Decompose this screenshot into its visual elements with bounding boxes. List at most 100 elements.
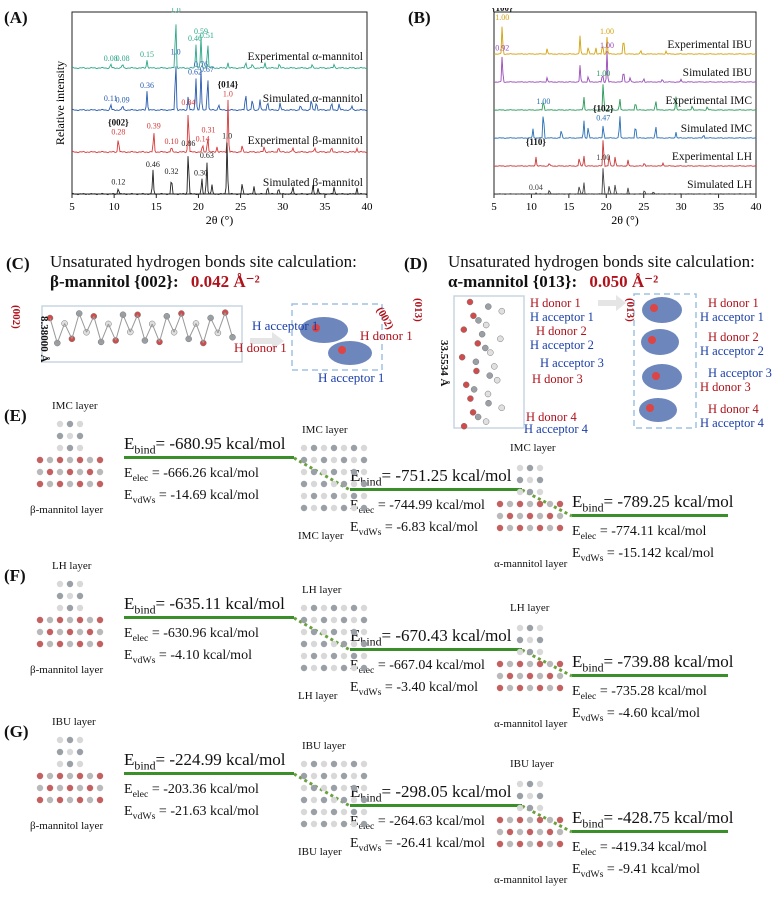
- atom: [546, 828, 554, 836]
- bond: [202, 317, 212, 344]
- panel-c-donor-right2: H donor 1: [360, 328, 413, 343]
- atom: [474, 413, 482, 421]
- atom: [56, 604, 64, 612]
- atom: [556, 828, 564, 836]
- atom: [56, 760, 64, 768]
- atom: [466, 298, 474, 306]
- atom: [546, 660, 554, 668]
- atom: [66, 456, 74, 464]
- panel-c-title: Unsaturated hydrogen bonds site calculat…: [50, 252, 357, 271]
- atom: [526, 636, 534, 644]
- atom: [350, 628, 358, 636]
- atom: [340, 616, 348, 624]
- atom: [86, 796, 94, 804]
- top-layer-label: IBU layer: [302, 740, 346, 752]
- panel-label-a: (A): [4, 8, 28, 27]
- atom: [360, 628, 368, 636]
- ebind-e-1: Ebind= -680.95 kcal/mol: [124, 434, 286, 457]
- atom: [497, 335, 504, 343]
- atom: [360, 760, 368, 768]
- site-dot-d4: [646, 404, 654, 412]
- atom: [516, 672, 524, 680]
- panel-c-value: 0.042 Å⁻²: [190, 272, 260, 291]
- atom: [546, 512, 554, 520]
- surface-blob-d4: [639, 398, 677, 422]
- energy-level-line: [350, 488, 522, 491]
- ebind-f-2: Ebind= -670.43 kcal/mol: [350, 626, 512, 649]
- atom: [516, 624, 524, 632]
- atom: [86, 480, 94, 488]
- atom: [556, 840, 564, 848]
- atom: [350, 664, 358, 672]
- panel-label-b: (B): [408, 8, 431, 27]
- atom: [496, 524, 504, 532]
- atom: [487, 349, 494, 356]
- atom: [536, 512, 544, 520]
- d-right-label-3: H donor 2: [708, 330, 759, 344]
- panel-c-donor-left: H donor 1: [234, 340, 287, 355]
- atom: [330, 784, 338, 792]
- bond: [159, 316, 168, 343]
- arrow-d: [598, 295, 626, 311]
- atom: [516, 684, 524, 692]
- atom: [310, 640, 318, 648]
- atom: [36, 772, 44, 780]
- bond: [173, 313, 182, 333]
- evdw-e-3: EvdWs = -15.142 kcal/mol: [572, 546, 714, 564]
- peak-label: 0.11: [104, 94, 118, 103]
- d-left-label-1: H donor 1: [530, 296, 581, 310]
- layer-structure-icon: [36, 736, 104, 804]
- layer-structure-icon: [300, 444, 368, 512]
- atom: [310, 504, 318, 512]
- peak-label: 0.28: [111, 127, 125, 136]
- series-line: [71, 66, 367, 112]
- atom: [526, 524, 534, 532]
- eelec-e-3: Eelec = -774.11 kcal/mol: [572, 524, 707, 542]
- peak-label: 0.59: [194, 27, 208, 36]
- atom: [556, 500, 564, 508]
- atom: [360, 808, 368, 816]
- site-dot-d2: [648, 336, 656, 344]
- atom: [516, 840, 524, 848]
- d-right-label-7: H donor 4: [708, 402, 759, 416]
- atom: [300, 652, 308, 660]
- atom: [56, 420, 64, 428]
- atom: [516, 780, 524, 788]
- atom: [76, 432, 84, 440]
- eelec-g-1: Eelec = -203.36 kcal/mol: [124, 782, 259, 800]
- x-tick-label: 15: [151, 201, 163, 213]
- atom: [320, 652, 328, 660]
- atom: [96, 628, 104, 636]
- layer-structure-icon: [36, 580, 104, 648]
- atom: [536, 804, 544, 812]
- atom: [526, 648, 534, 656]
- panel-c-molecules: [41, 303, 383, 371]
- x-tick-label: 35: [319, 201, 331, 213]
- eelec-e-2: Eelec = -744.99 kcal/mol: [350, 498, 485, 516]
- x-tick-label: 20: [601, 201, 613, 213]
- eelec-g-2: Eelec = -264.63 kcal/mol: [350, 814, 485, 832]
- atom: [526, 464, 534, 472]
- atom: [310, 784, 318, 792]
- eelec-e-1: Eelec = -666.26 kcal/mol: [124, 466, 259, 484]
- atom: [473, 367, 480, 375]
- top-layer-label: IMC layer: [302, 424, 348, 436]
- atom: [340, 652, 348, 660]
- atom: [66, 628, 74, 636]
- atom: [330, 664, 338, 672]
- peak-label: 1.00: [600, 41, 614, 50]
- energy-level-line: [572, 830, 728, 833]
- atom: [350, 480, 358, 488]
- atom: [76, 748, 84, 756]
- atom: [516, 828, 524, 836]
- atom: [66, 640, 74, 648]
- peak-label: 0.84: [181, 98, 195, 107]
- atom: [516, 524, 524, 532]
- d-left-label-3: H donor 2: [536, 324, 587, 338]
- series-name: Simulated β-mannitol: [263, 177, 363, 189]
- atom: [536, 500, 544, 508]
- bond: [180, 313, 190, 340]
- atom: [556, 684, 564, 692]
- top-layer-label: IMC layer: [52, 400, 98, 412]
- atom: [496, 684, 504, 692]
